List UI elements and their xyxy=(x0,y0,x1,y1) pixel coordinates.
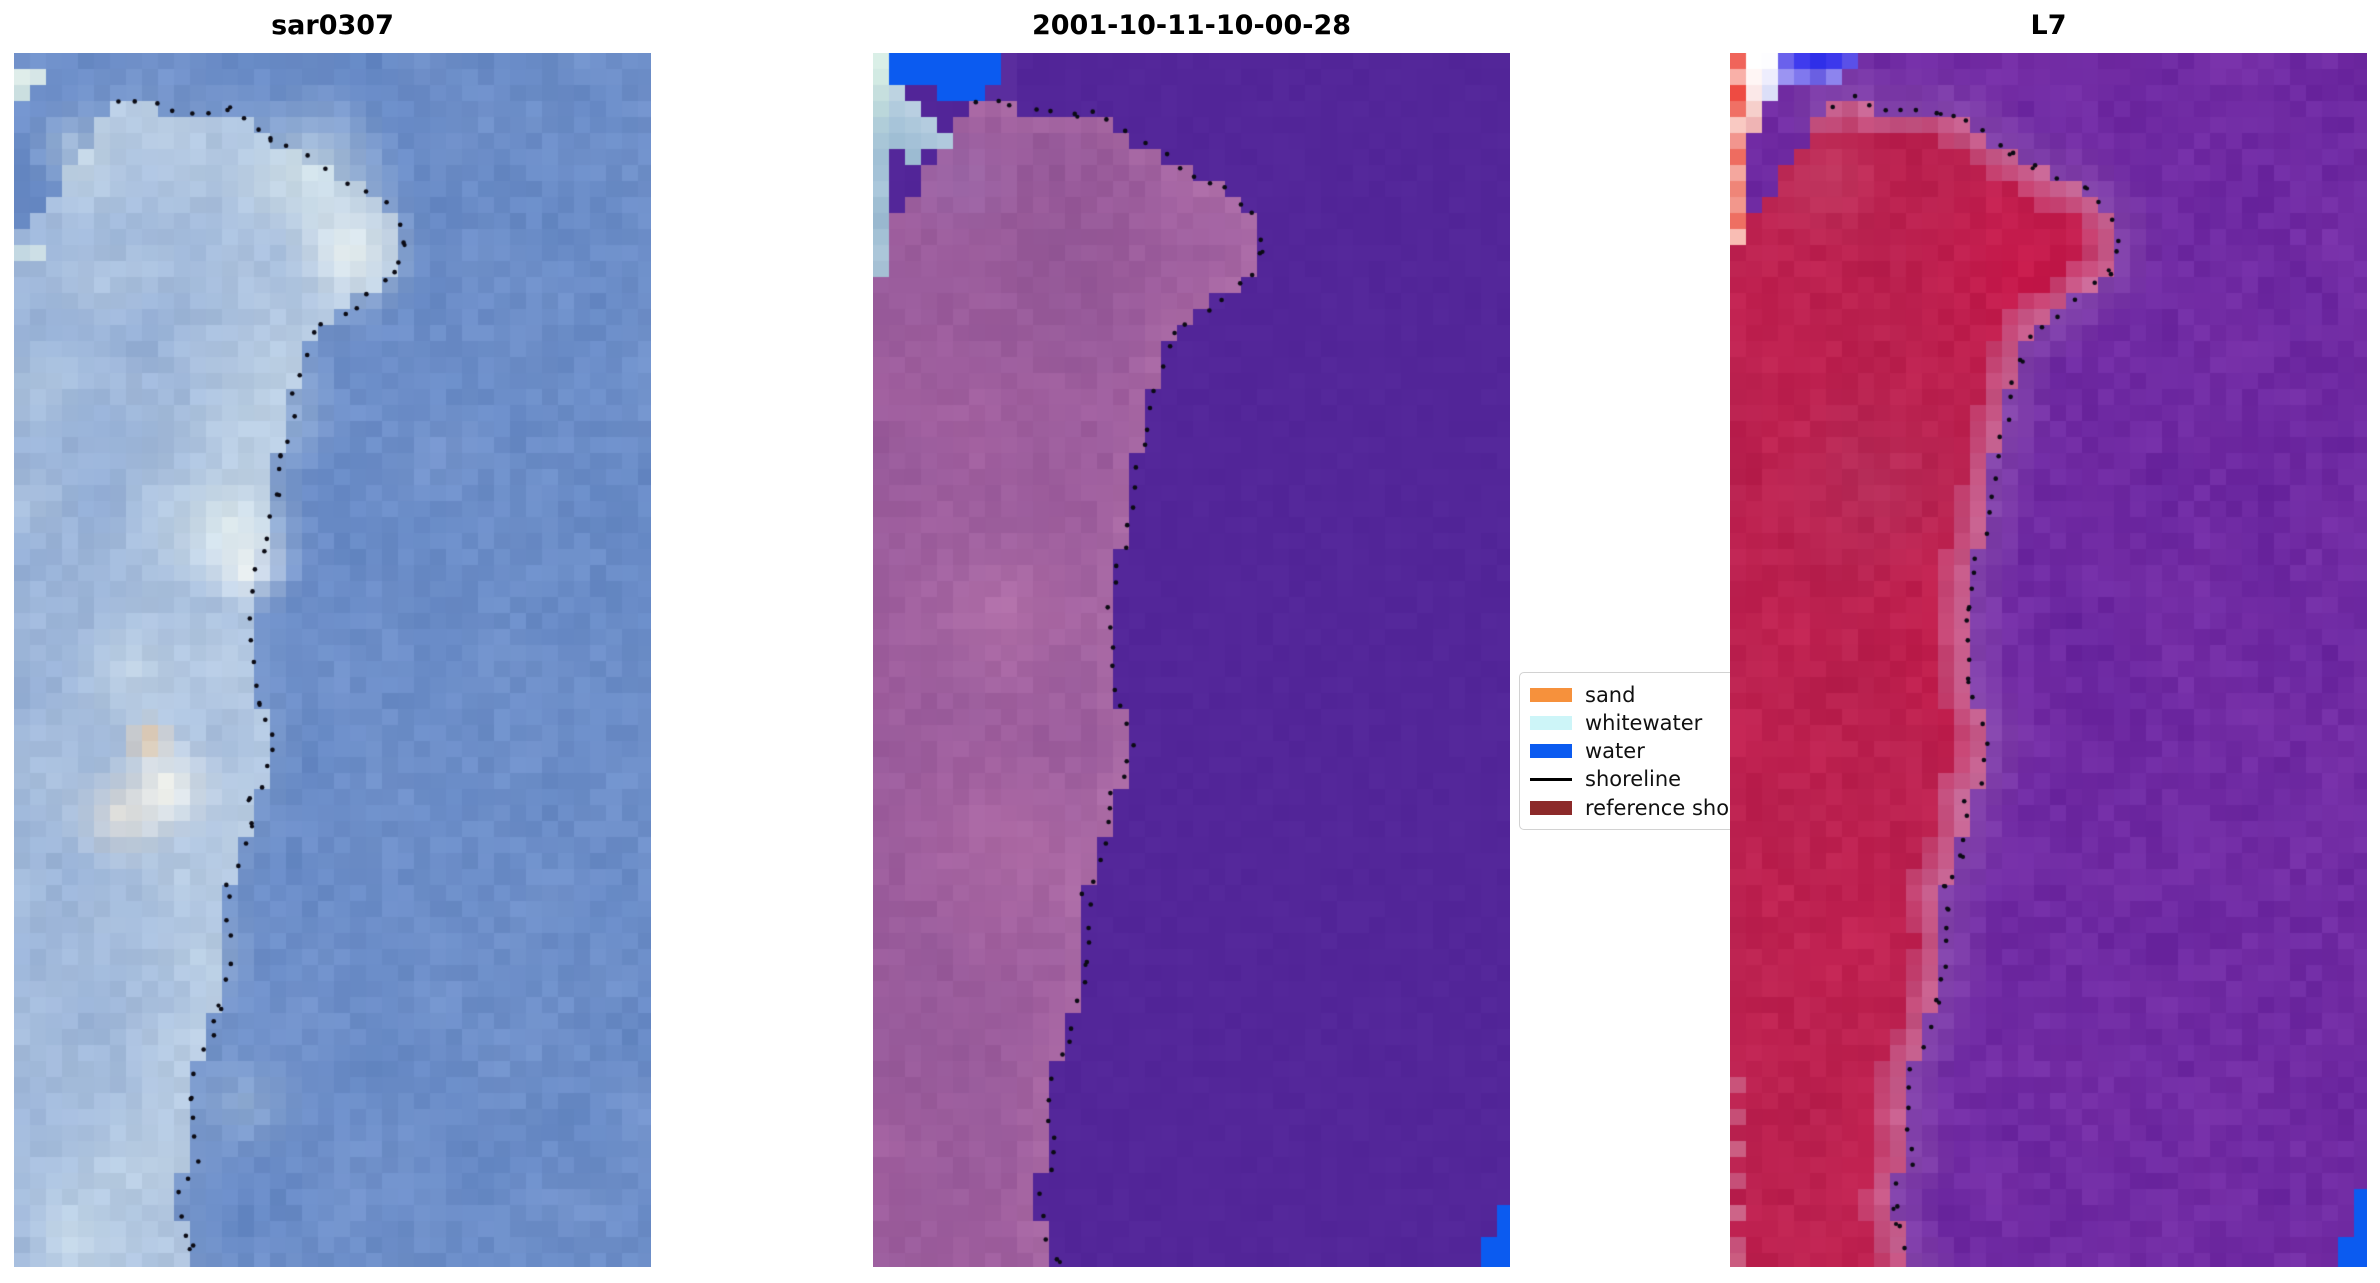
legend-row-sand: sand xyxy=(1530,681,1768,708)
panel-title-sar: sar0307 xyxy=(271,9,394,41)
legend-swatch-sand xyxy=(1530,687,1572,702)
legend-label-whitewater: whitewater xyxy=(1585,710,1703,735)
panel-classified: 2001-10-11-10-00-28 xyxy=(873,0,1510,1267)
legend-row-shoreline: shoreline xyxy=(1530,766,1768,793)
classified-image xyxy=(873,53,1510,1267)
legend-label-sand: sand xyxy=(1585,682,1636,707)
panel-sar: sar0307 xyxy=(14,0,651,1267)
legend-swatch-reference-shoreline xyxy=(1530,800,1572,815)
legend-swatch-water xyxy=(1530,744,1572,758)
panel-l7: L7 xyxy=(1730,0,2367,1267)
legend-swatch-whitewater xyxy=(1530,715,1572,730)
legend-row-water: water xyxy=(1530,738,1768,765)
legend-row-whitewater: whitewater xyxy=(1530,709,1768,736)
sar-image xyxy=(14,53,651,1267)
l7-image xyxy=(1730,53,2367,1267)
panel-title-classified: 2001-10-11-10-00-28 xyxy=(1031,9,1352,41)
panel-title-l7: L7 xyxy=(2030,9,2067,41)
legend-label-shoreline: shoreline xyxy=(1585,767,1682,792)
legend-line-shoreline xyxy=(1530,777,1572,781)
legend-label-water: water xyxy=(1585,739,1645,763)
